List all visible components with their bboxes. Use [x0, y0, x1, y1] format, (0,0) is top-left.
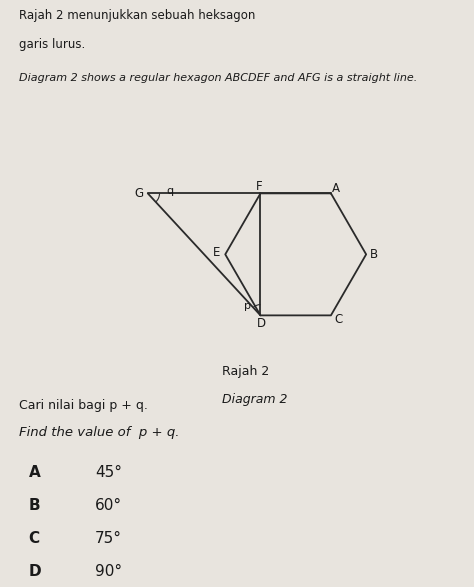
- Text: F: F: [256, 180, 263, 193]
- Text: 75°: 75°: [95, 531, 122, 546]
- Text: B: B: [28, 498, 40, 513]
- Text: E: E: [213, 246, 220, 259]
- Text: p: p: [244, 301, 251, 311]
- Text: 45°: 45°: [95, 465, 122, 480]
- Text: Rajah 2 menunjukkan sebuah heksagon: Rajah 2 menunjukkan sebuah heksagon: [19, 9, 327, 22]
- Text: G: G: [135, 187, 144, 200]
- Text: Diagram 2: Diagram 2: [222, 393, 287, 406]
- Text: Cari nilai bagi p + q.: Cari nilai bagi p + q.: [19, 399, 148, 412]
- Text: q: q: [166, 186, 173, 196]
- Text: A: A: [28, 465, 40, 480]
- Text: D: D: [28, 564, 41, 579]
- Text: 60°: 60°: [95, 498, 122, 513]
- Text: garis lurus.: garis lurus.: [19, 38, 85, 50]
- Text: A: A: [332, 182, 340, 195]
- Text: 90°: 90°: [95, 564, 122, 579]
- Text: C: C: [335, 313, 343, 326]
- Text: Rajah 2: Rajah 2: [222, 365, 269, 377]
- Text: C: C: [28, 531, 39, 546]
- Text: Find the value of  p + q.: Find the value of p + q.: [19, 426, 180, 439]
- Text: B: B: [370, 248, 378, 261]
- Text: D: D: [257, 318, 266, 330]
- Text: Diagram 2 shows a regular hexagon ABCDEF and AFG is a straight line.: Diagram 2 shows a regular hexagon ABCDEF…: [19, 73, 417, 83]
